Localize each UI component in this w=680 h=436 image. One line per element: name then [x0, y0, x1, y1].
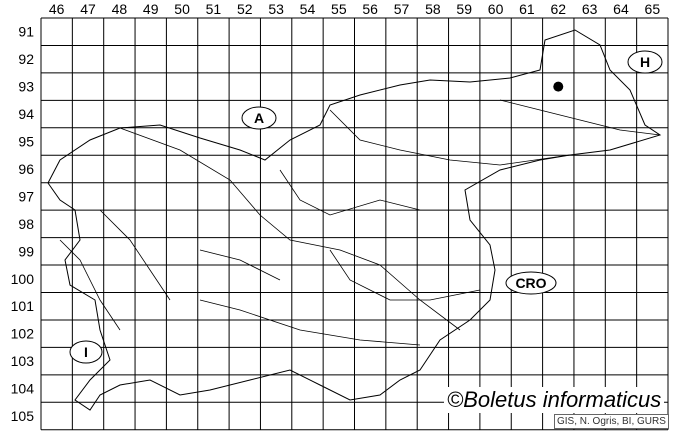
row-label: 100	[11, 271, 35, 287]
row-label: 94	[18, 106, 34, 122]
label-austria: A	[254, 110, 264, 126]
credit-text: GIS, N. Ogris, BI, GURS	[554, 414, 669, 429]
row-label: 92	[18, 51, 34, 67]
column-label: 63	[582, 1, 598, 17]
column-label: 51	[206, 1, 222, 17]
country-labels: A H CRO I	[69, 50, 663, 364]
occurrence-points	[553, 81, 564, 92]
row-label: 101	[11, 298, 35, 314]
column-label: 54	[300, 1, 316, 17]
row-label: 104	[11, 381, 35, 397]
row-label: 96	[18, 161, 34, 177]
column-label: 64	[613, 1, 629, 17]
row-label: 98	[18, 216, 34, 232]
row-label: 91	[18, 24, 34, 40]
occurrence-point	[553, 81, 564, 92]
column-label: 48	[112, 1, 128, 17]
row-labels: 91 92 93 94 95 96 97 98 99 100 101 102 103 104 105	[11, 24, 35, 424]
row-label: 97	[18, 188, 34, 204]
label-italy: I	[84, 344, 88, 360]
column-label: 56	[362, 1, 378, 17]
column-label: 65	[645, 1, 661, 17]
grid	[40, 17, 669, 431]
column-labels: 46 47 48 49 50 51 52 53 54 55 56 57 58 59 60 61 62 63 64 65	[49, 1, 660, 17]
row-label: 99	[18, 243, 34, 259]
column-label: 53	[268, 1, 284, 17]
column-label: 47	[80, 1, 96, 17]
row-label: 103	[11, 353, 35, 369]
column-label: 58	[425, 1, 441, 17]
column-label: 62	[550, 1, 566, 17]
column-label: 49	[143, 1, 159, 17]
country-border	[47, 29, 662, 411]
column-label: 57	[394, 1, 410, 17]
column-label: 61	[519, 1, 535, 17]
column-label: 60	[488, 1, 504, 17]
label-hungary: H	[640, 54, 650, 70]
column-label: 50	[174, 1, 190, 17]
column-label: 59	[456, 1, 472, 17]
label-croatia: CRO	[515, 275, 546, 291]
row-label: 102	[11, 326, 35, 342]
column-label: 46	[49, 1, 65, 17]
row-label: 105	[11, 408, 35, 424]
rivers	[59, 99, 661, 346]
column-label: 52	[237, 1, 253, 17]
row-label: 95	[18, 134, 34, 150]
copyright-text: ©Boletus informaticus	[444, 387, 665, 413]
row-label: 93	[18, 79, 34, 95]
column-label: 55	[331, 1, 347, 17]
